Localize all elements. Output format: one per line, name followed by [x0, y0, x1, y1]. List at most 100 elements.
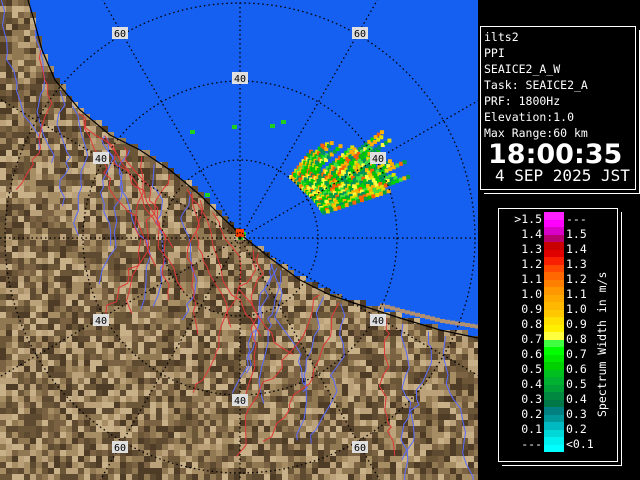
echo-cell [351, 198, 356, 203]
echo-cell [364, 142, 369, 147]
echo-cell [372, 171, 377, 176]
echo-cell [375, 193, 380, 197]
echo-cell [384, 161, 389, 166]
task-name: Task: SEAICE2_A [484, 78, 588, 92]
radar-ppi-map[interactable]: 40 40 40 40 40 40 60 60 60 60 [0, 0, 478, 480]
echo-cell [376, 132, 381, 137]
legend-low-label: --- [521, 437, 542, 451]
echo-cell [353, 154, 358, 159]
echo-cell [358, 172, 363, 176]
echo-cell [360, 198, 364, 203]
legend-low-label: 0.6 [521, 347, 542, 361]
echo-cell [373, 135, 378, 140]
range-label: 60 [112, 441, 128, 454]
map-boundaries-rivers [0, 0, 474, 480]
echo-cell [360, 189, 364, 194]
range-rings [0, 0, 478, 480]
echo-cell [352, 171, 357, 176]
boundary-line [125, 156, 144, 314]
legend-swatch [544, 302, 564, 310]
legend-high-label: 1.5 [566, 227, 587, 241]
azimuth-spoke [239, 100, 478, 239]
legend-swatch [544, 407, 564, 415]
echo-cell [318, 163, 323, 168]
river-line [99, 135, 114, 246]
echo-cell [376, 186, 381, 191]
legend-low-label: 0.2 [521, 407, 542, 421]
echo-cell [352, 184, 357, 189]
echo-cell [350, 196, 355, 201]
echo-cell [381, 187, 386, 192]
echo-cell [367, 139, 372, 144]
echo-cell [348, 154, 353, 159]
svg-text:40: 40 [234, 74, 246, 85]
legend-row: --- <0.1 [499, 437, 617, 452]
echo-cell [357, 193, 362, 198]
echo-cell [358, 154, 363, 159]
echo-cell [369, 182, 374, 187]
echo-cell [388, 167, 393, 171]
echo-cell [354, 160, 359, 165]
echo-cell [364, 161, 369, 166]
echo-cell [371, 178, 376, 183]
echo-cell [349, 173, 354, 178]
echo-cell [358, 165, 362, 170]
echo-cell [356, 199, 361, 204]
echo-cell [378, 182, 383, 186]
legend-high-label: 0.5 [566, 377, 587, 391]
river-line [310, 303, 346, 444]
boundary-line [378, 318, 396, 456]
scan-type: PPI [484, 46, 505, 60]
echo-cell [345, 195, 350, 200]
echo-cell [368, 189, 373, 194]
echo-cell [389, 162, 394, 167]
echo-cell [373, 180, 378, 185]
range-label: 40 [232, 72, 248, 85]
legend-swatch [544, 400, 564, 407]
echo-cell [360, 183, 365, 188]
river-line [400, 323, 412, 480]
legend-row: 1.1 1.2 [499, 272, 617, 287]
echo-cell [344, 150, 349, 155]
echo-cell [356, 176, 361, 181]
svg-text:40: 40 [234, 396, 246, 407]
echo-cell [353, 194, 358, 199]
echo-cell [354, 149, 359, 154]
echo-cell [388, 159, 392, 164]
echo-cell [356, 191, 361, 195]
legend-swatch [544, 362, 564, 370]
echo-cell [350, 145, 355, 150]
echo-cell [354, 188, 359, 193]
azimuth-spoke [99, 237, 241, 480]
legend-swatch [544, 355, 564, 362]
river-line [296, 296, 325, 441]
legend-swatch [544, 295, 564, 302]
legend-row: 0.9 1.0 [499, 302, 617, 317]
echo-cell [344, 179, 349, 184]
legend-low-label: 0.4 [521, 377, 542, 391]
boundary-line [212, 212, 294, 355]
echo-cell [370, 168, 375, 173]
echo-cell [382, 180, 387, 185]
echo-cell [321, 160, 326, 165]
boundary-line [192, 249, 257, 393]
echo-cell [327, 144, 331, 149]
azimuth-spoke [0, 98, 241, 239]
svg-text:40: 40 [372, 154, 384, 165]
echo-cell [347, 199, 352, 204]
echo-cell [349, 161, 353, 166]
echo-cell [329, 208, 334, 213]
echo-cell [347, 171, 352, 176]
legend-row: 0.6 0.7 [499, 347, 617, 362]
echo-cell [364, 174, 369, 179]
echo-cell [374, 183, 379, 188]
legend-high-label: 0.6 [566, 362, 587, 376]
scan-info-panel: ilts2 PPI SEAICE2_A_W Task: SEAICE2_A PR… [480, 26, 636, 190]
scan-date: 4 SEP 2025 JST [495, 166, 630, 185]
echo-cell [361, 163, 366, 168]
echo-cell [365, 168, 369, 173]
echo-cell [373, 173, 378, 178]
echo-cell [365, 190, 369, 195]
legend-swatch [544, 340, 564, 347]
echo-cell [324, 158, 328, 162]
